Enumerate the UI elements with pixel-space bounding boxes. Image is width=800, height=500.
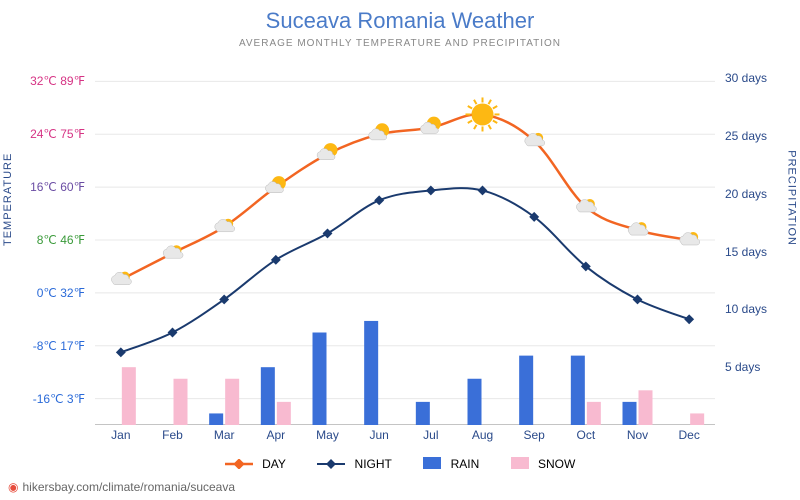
legend-night-marker	[317, 458, 345, 472]
page-title: Suceava Romania Weather	[0, 0, 800, 34]
temp-tick: 8℃ 46℉	[37, 233, 85, 247]
snow-bar	[122, 367, 136, 425]
legend-day-marker	[225, 458, 253, 472]
precip-tick: 30 days	[725, 71, 767, 85]
weather-icon	[369, 123, 389, 140]
night-marker	[116, 347, 126, 357]
chart-area	[95, 55, 715, 425]
temp-tick: -16℃ 3℉	[33, 392, 85, 406]
legend-night-label: NIGHT	[355, 457, 392, 471]
weather-icon	[628, 222, 648, 235]
month-label: Jan	[111, 428, 130, 442]
precip-tick: 5 days	[725, 360, 760, 374]
snow-bar	[225, 379, 239, 425]
y-axis-left: 32℃ 89℉ 24℃ 75℉ 16℃ 60℉ 8℃ 46℉ 0℃ 32℉ -8℃ 17℉…	[0, 55, 90, 425]
month-label: Mar	[214, 428, 235, 442]
temp-tick: 32℃ 89℉	[30, 74, 85, 88]
weather-icon	[111, 272, 131, 285]
rain-bar	[364, 321, 378, 425]
month-label: Nov	[627, 428, 648, 442]
precip-tick: 10 days	[725, 302, 767, 316]
snow-bar	[174, 379, 188, 425]
temp-tick: 0℃ 32℉	[37, 286, 85, 300]
rain-bar	[468, 379, 482, 425]
snow-bar	[587, 402, 601, 425]
temp-tick: 16℃ 60℉	[30, 180, 85, 194]
month-label: Feb	[162, 428, 183, 442]
rain-bar	[571, 356, 585, 425]
month-label: Sep	[523, 428, 544, 442]
weather-icon	[215, 219, 235, 232]
month-label: Jun	[369, 428, 388, 442]
legend-snow: SNOW	[511, 457, 576, 472]
night-marker	[323, 228, 333, 238]
weather-icon	[163, 245, 183, 258]
night-marker	[633, 295, 643, 305]
precip-tick: 15 days	[725, 245, 767, 259]
night-marker	[374, 195, 384, 205]
month-label: Aug	[472, 428, 493, 442]
month-label: Jul	[423, 428, 438, 442]
footer: ◉ hikersbay.com/climate/romania/suceava	[8, 480, 235, 494]
night-marker	[684, 314, 694, 324]
temp-tick: -8℃ 17℉	[33, 339, 85, 353]
weather-icon	[265, 176, 285, 193]
legend-day: DAY	[225, 457, 286, 472]
pin-icon: ◉	[8, 480, 18, 494]
legend-snow-marker	[511, 457, 529, 472]
weather-icon	[317, 143, 337, 160]
legend-rain-marker	[423, 457, 441, 472]
footer-text: hikersbay.com/climate/romania/suceava	[22, 480, 235, 494]
legend-day-label: DAY	[262, 457, 286, 471]
snow-bar	[277, 402, 291, 425]
rain-bar	[209, 413, 223, 425]
x-axis-labels: Jan Feb Mar Apr May Jun Jul Aug Sep Oct Nov Dec	[95, 428, 715, 448]
day-line	[121, 114, 689, 279]
rain-bar	[623, 402, 637, 425]
page-subtitle: AVERAGE MONTHLY TEMPERATURE AND PRECIPIT…	[0, 34, 800, 49]
month-label: Apr	[266, 428, 285, 442]
snow-bar	[639, 390, 653, 425]
month-label: Dec	[678, 428, 699, 442]
weather-icon	[420, 117, 440, 134]
temp-tick: 24℃ 75℉	[30, 127, 85, 141]
precip-tick: 25 days	[725, 129, 767, 143]
month-label: May	[316, 428, 339, 442]
legend-rain: RAIN	[423, 457, 479, 472]
month-label: Oct	[576, 428, 595, 442]
night-line	[121, 188, 689, 352]
snow-bar	[690, 413, 704, 425]
night-marker	[168, 328, 178, 338]
chart-legend: DAY NIGHT RAIN SNOW	[0, 457, 800, 472]
rain-bar	[416, 402, 430, 425]
precip-tick: 20 days	[725, 187, 767, 201]
rain-bar	[519, 356, 533, 425]
legend-rain-label: RAIN	[451, 457, 480, 471]
chart-svg	[95, 55, 715, 425]
legend-night: NIGHT	[317, 457, 392, 472]
legend-snow-label: SNOW	[538, 457, 575, 471]
rain-bar	[261, 367, 275, 425]
y-axis-right: 30 days 25 days 20 days 15 days 10 days 5 day…	[720, 55, 800, 425]
weather-icon	[680, 232, 700, 245]
rain-bar	[313, 333, 327, 426]
